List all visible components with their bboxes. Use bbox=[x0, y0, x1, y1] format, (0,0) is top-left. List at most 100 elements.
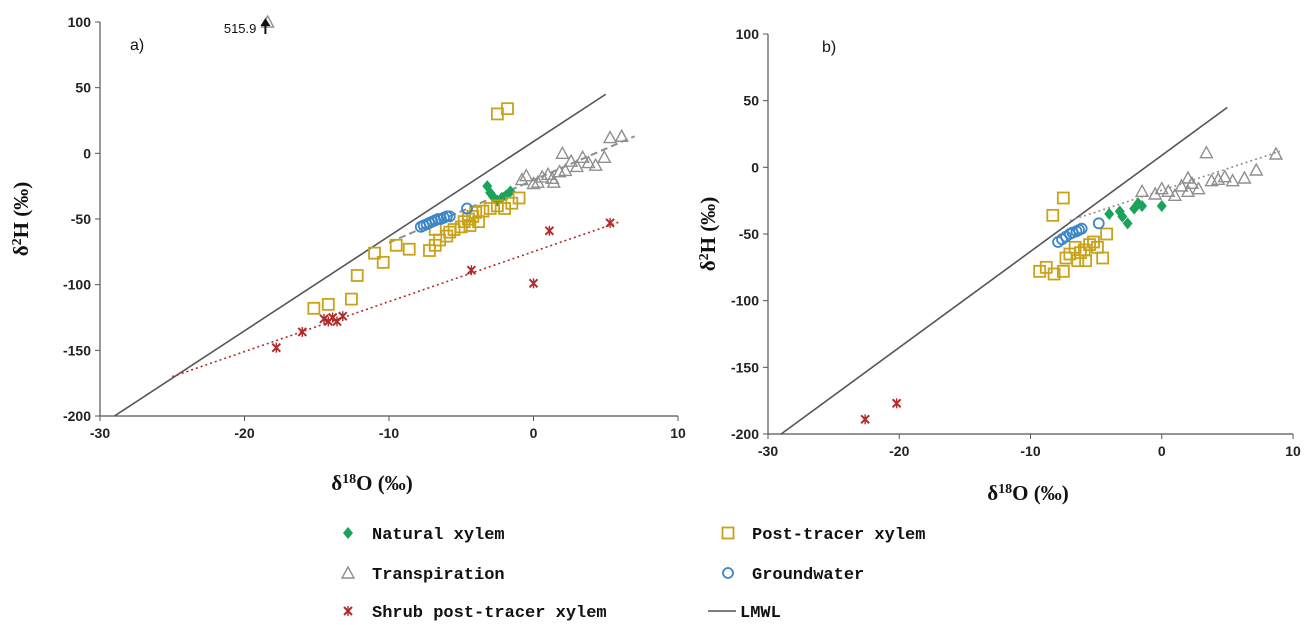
x-tick-label: 10 bbox=[670, 425, 686, 441]
shrub-point bbox=[297, 326, 308, 337]
post_tracer_xylem-point bbox=[350, 269, 364, 282]
post_tracer_xylem-point bbox=[345, 292, 358, 306]
x-tick-label: 10 bbox=[1285, 443, 1301, 459]
legend-item-groundwater: Groundwater bbox=[722, 566, 864, 585]
y-tick-label: 50 bbox=[75, 80, 91, 96]
legend-item-natural_xylem: Natural xylem bbox=[343, 526, 505, 545]
post_tracer_xylem-point bbox=[389, 238, 403, 252]
natural_xylem-legend-icon bbox=[343, 527, 353, 539]
y-tick-label: -100 bbox=[731, 293, 759, 309]
transpiration-point bbox=[558, 162, 573, 177]
transpiration-point bbox=[555, 145, 570, 160]
lmwl-line bbox=[780, 106, 1228, 435]
transpiration-point bbox=[1154, 181, 1169, 195]
groundwater-point bbox=[461, 202, 473, 215]
transpiration-point bbox=[1211, 171, 1226, 186]
post_tracer_xylem-point bbox=[440, 229, 454, 243]
transpiration-point bbox=[1199, 145, 1214, 159]
legend: Natural xylem Post-tracer xylem Transpirat… bbox=[340, 526, 925, 623]
post_tracer_xylem-point bbox=[402, 242, 416, 256]
transpiration-point bbox=[552, 164, 567, 178]
y-tick-label: -100 bbox=[63, 277, 91, 293]
transpiration-point bbox=[1134, 183, 1150, 198]
transpiration-point bbox=[519, 168, 534, 182]
legend-item-lmwl: LMWL bbox=[708, 604, 781, 623]
post_tracer_xylem-point bbox=[1079, 254, 1093, 268]
post_tracer_xylem-point bbox=[476, 204, 490, 218]
legend-label: Transpiration bbox=[372, 566, 505, 585]
legend-label: Post-tracer xylem bbox=[752, 526, 925, 545]
post_tracer_xylem-point bbox=[447, 223, 461, 236]
y-tick-label: 0 bbox=[83, 145, 91, 161]
y-tick-label: 100 bbox=[68, 14, 92, 30]
transpiration-point bbox=[1180, 170, 1196, 184]
y-axis-label: δ2H (‰) bbox=[9, 182, 33, 256]
y-tick-label: 50 bbox=[743, 93, 759, 109]
x-tick-label: -10 bbox=[379, 425, 399, 441]
transpiration-series bbox=[1134, 145, 1284, 202]
groundwater-point bbox=[1092, 217, 1105, 230]
transpiration-point bbox=[1268, 146, 1284, 160]
groundwater-series bbox=[414, 202, 473, 233]
shrub-point bbox=[544, 225, 555, 236]
post_tracer_xylem-point bbox=[483, 202, 497, 215]
transpiration-point bbox=[1161, 183, 1176, 198]
y-tick-label: -150 bbox=[731, 359, 759, 375]
shrub-series bbox=[271, 217, 615, 353]
post_tracer_xylem-point bbox=[490, 199, 504, 213]
y-tick-label: 100 bbox=[736, 26, 760, 42]
transpiration-point bbox=[588, 157, 603, 171]
x-tick-label: -20 bbox=[889, 443, 909, 459]
shrub-point bbox=[605, 217, 615, 228]
legend-item-transpiration: Transpiration bbox=[340, 565, 505, 585]
up-arrow-icon bbox=[260, 18, 271, 34]
transpiration-point bbox=[597, 149, 612, 163]
groundwater-series bbox=[1052, 217, 1105, 248]
legend-item-post_tracer_xylem: Post-tracer xylem bbox=[721, 526, 925, 545]
transpiration-point bbox=[575, 149, 590, 163]
x-tick-label: -30 bbox=[90, 425, 110, 441]
transpiration-trend-line bbox=[1069, 150, 1281, 222]
post_tracer_xylem-point bbox=[368, 246, 381, 260]
post_tracer_xylem-series bbox=[1033, 191, 1114, 281]
transpiration-point bbox=[1180, 183, 1196, 198]
groundwater-legend-icon bbox=[722, 567, 734, 579]
shrub-point bbox=[338, 311, 348, 322]
shrub-point bbox=[891, 398, 902, 409]
groundwater-point bbox=[1075, 222, 1088, 235]
legend-label: Groundwater bbox=[752, 566, 864, 585]
shrub-trend-line bbox=[171, 220, 621, 378]
outlier-annotation: 515.9 bbox=[224, 21, 257, 36]
post_tracer_xylem-point bbox=[1046, 208, 1060, 222]
shrub-series bbox=[860, 398, 902, 425]
post_tracer_xylem-point bbox=[1039, 260, 1053, 274]
natural_xylem-point bbox=[1156, 200, 1167, 212]
natural_xylem-point bbox=[1137, 200, 1148, 212]
natural_xylem-series bbox=[1104, 197, 1167, 230]
post_tracer_xylem-point bbox=[463, 219, 477, 232]
post_tracer_xylem-series bbox=[307, 102, 526, 315]
transpiration-point bbox=[1237, 170, 1252, 184]
post_tracer_xylem-point bbox=[1056, 191, 1070, 205]
transpiration-point bbox=[581, 155, 596, 169]
post_tracer_xylem-legend-icon bbox=[721, 526, 735, 540]
panel-letter: b) bbox=[822, 39, 836, 56]
shrub-legend-icon bbox=[343, 606, 353, 616]
post_tracer_xylem-point bbox=[321, 297, 335, 311]
natural_xylem-point bbox=[1114, 205, 1125, 218]
transpiration-point bbox=[569, 159, 585, 173]
transpiration-point bbox=[614, 128, 629, 142]
legend-item-shrub: Shrub post-tracer xylem bbox=[343, 604, 607, 623]
shrub-point bbox=[466, 265, 477, 276]
transpiration-point bbox=[1174, 178, 1189, 192]
transpiration-point bbox=[1225, 173, 1240, 187]
shrub-point bbox=[860, 414, 870, 425]
x-tick-label: -30 bbox=[758, 443, 778, 459]
panel-letter: a) bbox=[130, 37, 144, 54]
natural_xylem-point bbox=[1122, 217, 1133, 230]
transpiration-series bbox=[260, 14, 629, 190]
transpiration-legend-icon bbox=[340, 565, 356, 579]
legend-label: Natural xylem bbox=[372, 526, 505, 545]
transpiration-point bbox=[1217, 169, 1232, 183]
